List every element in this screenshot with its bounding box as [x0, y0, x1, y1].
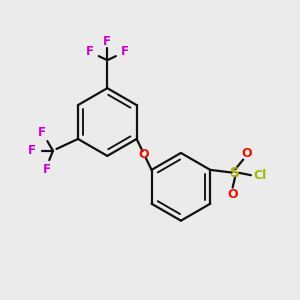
Text: F: F [86, 45, 94, 58]
Text: F: F [38, 126, 46, 139]
Text: O: O [227, 188, 238, 200]
Text: F: F [28, 144, 36, 157]
Text: F: F [103, 35, 111, 48]
Text: F: F [43, 164, 51, 176]
Text: F: F [121, 45, 129, 58]
Text: O: O [241, 147, 252, 160]
Text: S: S [230, 166, 240, 180]
Text: O: O [139, 148, 149, 161]
Text: Cl: Cl [254, 169, 267, 182]
